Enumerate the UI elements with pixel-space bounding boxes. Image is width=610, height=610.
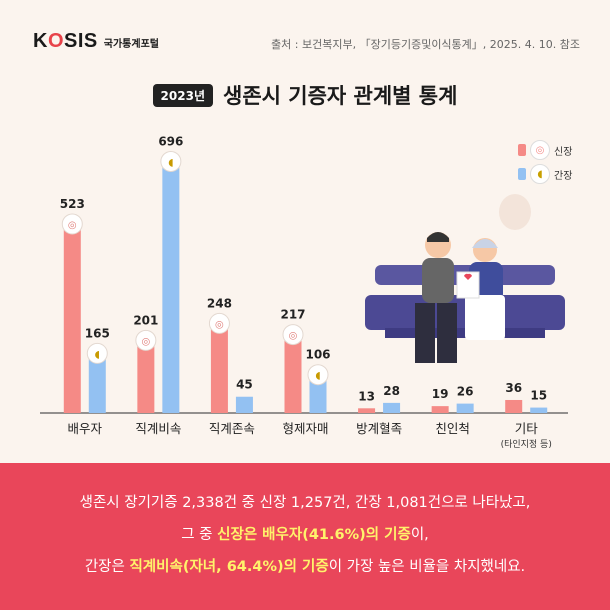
year-badge: 2023년 — [152, 83, 213, 107]
summary-panel: 생존시 장기기증 2,338건 중 신장 1,257건, 간장 1,081건으로… — [0, 463, 610, 610]
liver-icon: ◖ — [530, 164, 550, 184]
data-label-liver-1: 696 — [158, 134, 183, 148]
liver-icon — [160, 150, 182, 172]
legend: ◎ 신장 ◖ 간장 — [518, 138, 572, 186]
kidney-glyph: ◎ — [141, 336, 150, 347]
data-label-kidney-2: 248 — [207, 296, 232, 310]
data-label-liver-2: 45 — [236, 378, 253, 392]
data-label-liver-6: 15 — [530, 389, 547, 403]
header: KOSIS 국가통계포털 출처 : 보건복지부, 「장기등기증및이식통계」, 2… — [0, 0, 610, 70]
bar-kidney-2 — [210, 323, 228, 413]
bar-liver-6 — [530, 407, 548, 413]
category-label: 형제자매 — [282, 421, 328, 436]
kidney-glyph: ◎ — [68, 220, 77, 231]
bar-liver-2 — [235, 396, 253, 413]
legend-liver-label: 간장 — [554, 170, 573, 182]
bar-chart: ◎ 523 ◖ 165 배우자 ◎ 201 ◖ 696 직계비속 ◎ 248 45 직계존속 ◎ 217 ◖ 10… — [40, 134, 568, 450]
kidney-icon — [282, 324, 304, 346]
bar-liver-0 — [88, 353, 106, 413]
liver-glyph: ◖ — [95, 349, 100, 360]
data-label-kidney-4: 13 — [358, 389, 375, 403]
legend-liver: ◖ 간장 — [518, 162, 572, 186]
summary-line-2: 그 중 신장은 배우자(41.6%)의 기증이, — [181, 527, 429, 543]
kidney-icon: ◎ — [530, 140, 550, 160]
bar-liver-4 — [383, 402, 401, 413]
bar-kidney-6 — [505, 399, 523, 413]
category-label: 방계혈족 — [356, 421, 402, 436]
data-label-liver-0: 165 — [85, 326, 110, 340]
chart-title: 생존시 기증자 관계별 통계 — [223, 84, 458, 108]
summary-line-3: 간장은 직계비속(자녀, 64.4%)의 기증이 가장 높은 비율을 차지했네요… — [84, 559, 526, 575]
data-label-liver-3: 106 — [305, 348, 330, 362]
category-label: 직계비속 — [135, 421, 181, 436]
bar-liver-1 — [162, 161, 180, 413]
kidney-glyph: ◎ — [289, 331, 298, 342]
bar-kidney-1 — [137, 340, 155, 413]
category-label: 친인척 — [435, 421, 470, 436]
kidney-icon — [61, 213, 83, 235]
liver-icon — [307, 364, 329, 386]
kosis-logo: KOSIS 국가통계포털 — [33, 30, 159, 53]
category-label: 배우자 — [68, 421, 103, 436]
logo-subtitle: 국가통계포털 — [103, 39, 159, 50]
legend-kidney-label: 신장 — [554, 146, 573, 158]
bar-kidney-0 — [63, 223, 81, 413]
liver-swatch — [518, 168, 526, 180]
title-row: 2023년 생존시 기증자 관계별 통계 — [0, 80, 610, 110]
kidney-icon — [208, 312, 230, 334]
donor-family-illustration — [365, 194, 565, 363]
bar-kidney-4 — [358, 408, 376, 413]
bar-kidney-5 — [431, 406, 449, 413]
logo-mark: KOSIS — [33, 30, 98, 52]
data-label-kidney-1: 201 — [133, 313, 158, 327]
legend-kidney: ◎ 신장 — [518, 138, 572, 162]
data-label-kidney-3: 217 — [280, 308, 305, 322]
kidney-icon — [135, 329, 157, 351]
category-label: 기타 — [515, 421, 539, 436]
bar-kidney-3 — [284, 334, 302, 413]
category-note: (타인지정 등) — [501, 439, 552, 450]
data-label-liver-4: 28 — [383, 384, 400, 398]
data-label-kidney-5: 19 — [432, 387, 449, 401]
liver-glyph: ◖ — [315, 371, 320, 382]
data-label-liver-5: 26 — [457, 385, 474, 399]
category-label: 직계존속 — [209, 421, 255, 436]
liver-glyph: ◖ — [168, 157, 173, 168]
kidney-swatch — [518, 144, 526, 156]
data-label-kidney-6: 36 — [505, 381, 522, 395]
liver-icon — [86, 342, 108, 364]
data-label-kidney-0: 523 — [60, 197, 85, 211]
summary-line-1: 생존시 장기기증 2,338건 중 신장 1,257건, 간장 1,081건으로… — [79, 495, 531, 511]
bar-liver-5 — [456, 403, 474, 413]
kidney-glyph: ◎ — [215, 319, 224, 330]
source-note: 출처 : 보건복지부, 「장기등기증및이식통계」, 2025. 4. 10. 참… — [271, 38, 580, 51]
